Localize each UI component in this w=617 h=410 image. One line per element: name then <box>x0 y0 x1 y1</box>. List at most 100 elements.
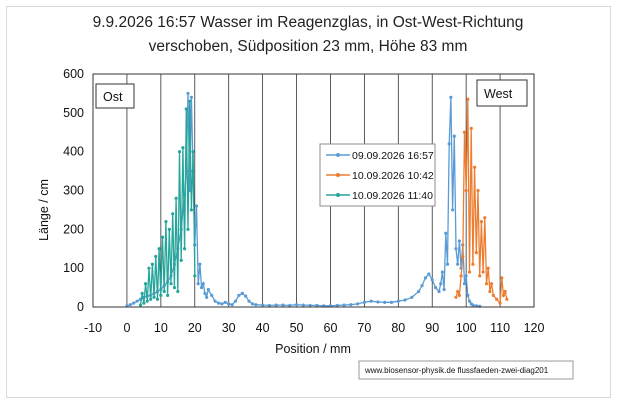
data-point <box>174 196 178 200</box>
data-point <box>466 97 470 101</box>
data-point <box>315 303 319 308</box>
data-point <box>201 282 205 286</box>
chart-title: 9.9.2026 16:57 Wasser im Reagenzglas, in… <box>93 14 524 31</box>
data-point <box>216 301 221 305</box>
data-point <box>457 293 461 297</box>
data-point <box>213 299 217 303</box>
data-point <box>138 303 143 307</box>
data-point <box>184 107 188 111</box>
data-point <box>447 142 451 146</box>
data-point <box>349 303 353 307</box>
data-point <box>469 126 473 130</box>
data-point <box>423 276 428 280</box>
y-tick-label-2: 200 <box>63 222 84 236</box>
y-tick-label-3: 300 <box>63 184 84 198</box>
chart-frame: 9.9.2026 16:57 Wasser im Reagenzglas, in… <box>6 6 611 398</box>
data-point <box>157 247 161 251</box>
data-point <box>230 303 234 307</box>
data-point <box>288 303 292 308</box>
data-point <box>466 293 470 297</box>
data-point <box>459 274 463 278</box>
data-point <box>452 134 456 138</box>
x-tick-label-11: 100 <box>456 321 477 335</box>
data-point <box>188 99 192 103</box>
data-point <box>403 298 407 302</box>
data-point <box>182 247 187 251</box>
data-point <box>439 282 443 286</box>
data-point <box>483 216 487 220</box>
west-label: West <box>484 87 513 101</box>
data-point <box>461 254 465 259</box>
x-tick-label-2: 10 <box>154 321 168 335</box>
data-point <box>233 299 238 303</box>
data-point <box>172 285 177 290</box>
x-tick-labels: -10 0 10 20 30 40 50 60 70 80 90 100 110 120 <box>84 321 545 335</box>
data-point <box>274 303 278 307</box>
data-point <box>179 258 183 262</box>
data-point <box>383 300 387 304</box>
data-point <box>160 235 165 239</box>
data-point <box>308 303 312 308</box>
data-point <box>342 303 346 307</box>
data-point <box>478 274 482 278</box>
x-tick-label-9: 80 <box>391 321 405 335</box>
data-point <box>250 302 255 306</box>
data-point <box>135 299 139 303</box>
x-tick-label-6: 50 <box>290 321 304 335</box>
chart: 9.9.2026 16:57 Wasser im Reagenzglas, in… <box>37 14 574 380</box>
data-point <box>167 227 171 231</box>
y-tick-label-0: 0 <box>77 300 84 314</box>
data-point <box>147 266 151 270</box>
data-point <box>427 272 431 276</box>
x-axis-label: Position / mm <box>275 342 351 356</box>
data-point <box>462 282 467 286</box>
data-point <box>128 303 132 307</box>
x-tick-label-4: 30 <box>222 321 236 335</box>
legend-label-3: 10.09.2026 11:40 <box>352 190 433 202</box>
data-point <box>254 303 258 307</box>
data-point <box>189 208 193 212</box>
x-tick-label-7: 60 <box>324 321 338 335</box>
legend-marker-3 <box>336 193 340 197</box>
data-point <box>464 188 468 193</box>
data-point <box>449 95 453 99</box>
data-point <box>500 276 504 280</box>
data-point <box>476 188 480 193</box>
series-3 <box>138 99 197 307</box>
data-point <box>189 95 193 99</box>
data-point <box>162 289 166 294</box>
legend-marker-1 <box>336 153 340 157</box>
data-point <box>437 289 441 294</box>
x-tick-label-0: -10 <box>84 321 102 335</box>
data-point <box>223 300 227 304</box>
data-point <box>145 299 149 303</box>
data-point <box>484 282 489 286</box>
data-point <box>159 293 163 297</box>
data-point <box>267 303 271 308</box>
data-point <box>420 284 424 288</box>
y-tick-label-6: 600 <box>63 67 84 81</box>
data-point <box>132 301 136 305</box>
data-point <box>473 165 477 169</box>
data-point <box>489 282 494 286</box>
data-point <box>335 303 339 308</box>
data-point <box>150 262 154 266</box>
data-point <box>294 303 299 307</box>
y-tick-label-5: 500 <box>63 106 84 120</box>
x-tick-label-10: 90 <box>425 321 439 335</box>
y-tick-label-1: 100 <box>63 261 84 275</box>
data-point <box>445 262 450 266</box>
data-point <box>417 289 421 294</box>
data-point <box>486 266 490 270</box>
data-point <box>440 270 445 274</box>
data-point <box>244 294 248 298</box>
data-point <box>505 297 509 301</box>
data-point <box>176 289 180 294</box>
data-point <box>198 262 202 266</box>
data-point <box>442 287 446 292</box>
data-point <box>491 293 495 297</box>
data-point <box>186 227 190 231</box>
y-tick-label-4: 400 <box>63 145 84 159</box>
west-label-box: West <box>476 79 528 107</box>
data-point <box>369 299 373 303</box>
